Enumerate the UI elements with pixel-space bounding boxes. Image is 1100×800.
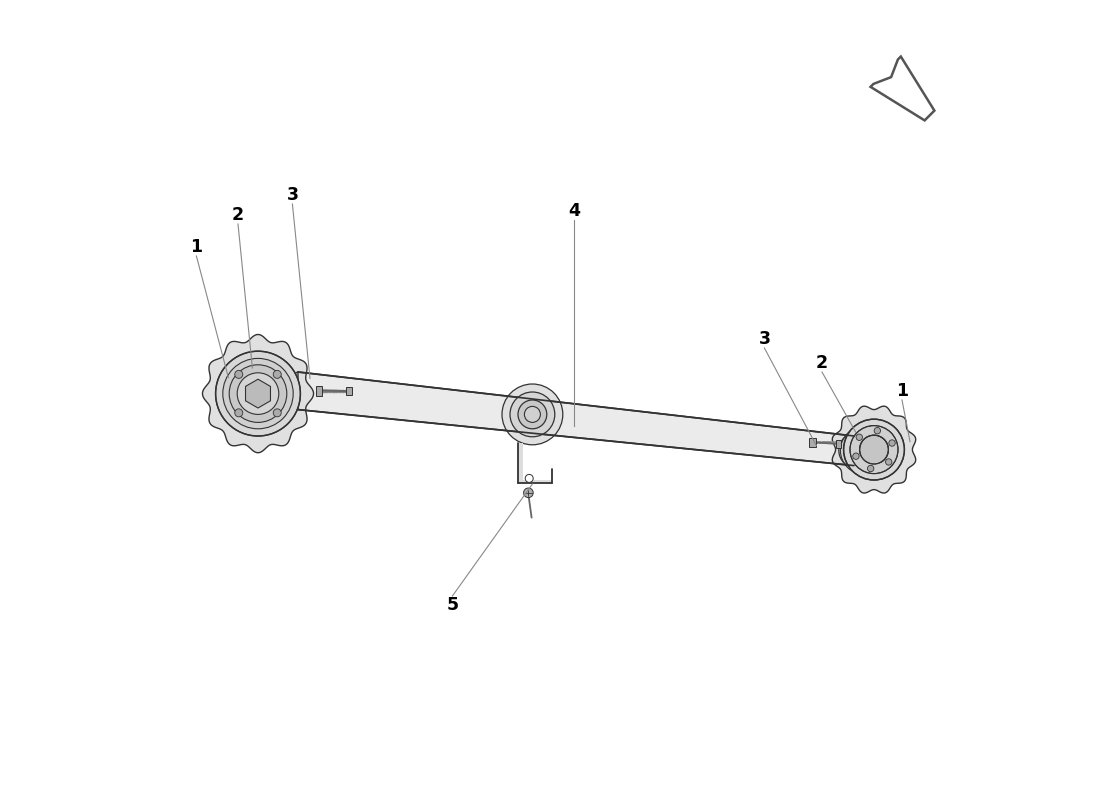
Polygon shape: [833, 406, 915, 493]
Polygon shape: [298, 372, 854, 466]
Text: 3: 3: [758, 330, 770, 348]
FancyBboxPatch shape: [346, 387, 352, 395]
Circle shape: [889, 440, 895, 446]
Circle shape: [525, 474, 533, 482]
Circle shape: [216, 351, 300, 436]
Circle shape: [856, 434, 862, 441]
Circle shape: [223, 358, 294, 429]
Circle shape: [886, 458, 892, 465]
Circle shape: [850, 426, 898, 474]
Text: 1: 1: [895, 382, 909, 400]
FancyBboxPatch shape: [836, 440, 842, 448]
Circle shape: [868, 466, 873, 472]
Polygon shape: [202, 334, 314, 453]
Circle shape: [844, 419, 904, 480]
Circle shape: [859, 435, 889, 464]
Text: 2: 2: [816, 354, 828, 372]
FancyBboxPatch shape: [810, 438, 815, 447]
Text: 1: 1: [190, 238, 202, 256]
Circle shape: [518, 400, 547, 429]
Text: 3: 3: [286, 186, 298, 204]
Circle shape: [502, 384, 563, 445]
Circle shape: [874, 427, 880, 434]
Circle shape: [525, 406, 540, 422]
Circle shape: [234, 409, 243, 417]
Circle shape: [524, 488, 534, 498]
Circle shape: [273, 370, 282, 378]
Polygon shape: [851, 436, 854, 466]
Circle shape: [852, 453, 859, 459]
Circle shape: [229, 365, 287, 422]
Circle shape: [238, 373, 278, 414]
Circle shape: [510, 392, 554, 437]
Circle shape: [273, 409, 282, 417]
Polygon shape: [245, 379, 271, 408]
Text: 5: 5: [447, 596, 459, 614]
Circle shape: [234, 370, 243, 378]
Polygon shape: [278, 372, 298, 411]
Text: 2: 2: [232, 206, 244, 224]
Text: 4: 4: [568, 202, 580, 220]
Polygon shape: [518, 443, 551, 483]
Circle shape: [839, 433, 875, 468]
FancyBboxPatch shape: [316, 386, 322, 396]
